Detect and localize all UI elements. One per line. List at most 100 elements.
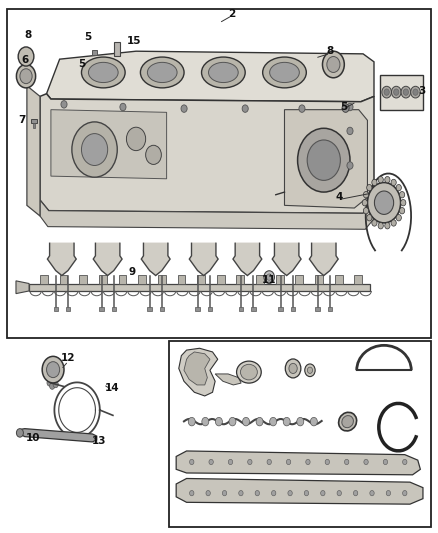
Circle shape bbox=[209, 459, 213, 465]
Circle shape bbox=[327, 56, 340, 72]
Polygon shape bbox=[16, 281, 29, 294]
Text: 3: 3 bbox=[418, 86, 426, 96]
Circle shape bbox=[305, 364, 315, 377]
Circle shape bbox=[267, 274, 272, 280]
Circle shape bbox=[18, 47, 34, 66]
Bar bbox=[119, 275, 127, 284]
Polygon shape bbox=[184, 352, 210, 385]
Circle shape bbox=[256, 417, 263, 426]
Circle shape bbox=[286, 459, 291, 465]
Circle shape bbox=[146, 146, 161, 165]
Circle shape bbox=[362, 199, 367, 206]
Polygon shape bbox=[47, 243, 76, 276]
Circle shape bbox=[372, 179, 377, 185]
Bar bbox=[328, 308, 332, 311]
Circle shape bbox=[120, 103, 126, 111]
Circle shape bbox=[306, 459, 310, 465]
Circle shape bbox=[347, 103, 353, 111]
Bar bbox=[138, 275, 146, 284]
Circle shape bbox=[342, 104, 349, 112]
Bar bbox=[354, 275, 362, 284]
Bar bbox=[195, 308, 200, 311]
Circle shape bbox=[367, 184, 372, 191]
Circle shape bbox=[72, 122, 117, 177]
Polygon shape bbox=[40, 94, 374, 213]
Circle shape bbox=[16, 429, 23, 437]
Circle shape bbox=[403, 89, 409, 95]
Polygon shape bbox=[141, 243, 170, 276]
Circle shape bbox=[188, 417, 195, 426]
Circle shape bbox=[307, 367, 313, 374]
Bar bbox=[169, 341, 431, 527]
Circle shape bbox=[396, 215, 401, 221]
Bar bbox=[380, 75, 424, 110]
Ellipse shape bbox=[342, 416, 353, 427]
Circle shape bbox=[61, 101, 67, 108]
Text: 2: 2 bbox=[229, 9, 236, 19]
Bar bbox=[60, 275, 67, 284]
Circle shape bbox=[190, 459, 194, 465]
Bar bbox=[114, 42, 120, 56]
Circle shape bbox=[127, 127, 146, 151]
Circle shape bbox=[391, 220, 396, 226]
Polygon shape bbox=[51, 110, 166, 179]
Circle shape bbox=[46, 362, 60, 377]
Bar bbox=[217, 275, 225, 284]
Bar bbox=[251, 308, 256, 311]
Circle shape bbox=[411, 86, 420, 98]
Polygon shape bbox=[272, 243, 301, 276]
Bar bbox=[279, 308, 283, 311]
Circle shape bbox=[20, 69, 32, 84]
Text: 15: 15 bbox=[127, 36, 141, 46]
Ellipse shape bbox=[263, 57, 306, 88]
Bar bbox=[92, 50, 97, 55]
Circle shape bbox=[267, 459, 272, 465]
Circle shape bbox=[283, 417, 290, 426]
Circle shape bbox=[42, 357, 64, 383]
Circle shape bbox=[81, 134, 108, 165]
Circle shape bbox=[322, 51, 344, 78]
Circle shape bbox=[229, 417, 236, 426]
Circle shape bbox=[264, 271, 275, 284]
Circle shape bbox=[378, 223, 383, 229]
Circle shape bbox=[345, 459, 349, 465]
Text: 4: 4 bbox=[336, 192, 343, 203]
Polygon shape bbox=[46, 51, 374, 102]
Bar bbox=[290, 308, 295, 311]
Circle shape bbox=[307, 140, 340, 180]
Circle shape bbox=[347, 162, 353, 169]
Bar bbox=[99, 275, 107, 284]
Text: 14: 14 bbox=[105, 383, 119, 393]
Circle shape bbox=[401, 86, 411, 98]
Circle shape bbox=[288, 490, 292, 496]
Bar bbox=[79, 275, 87, 284]
Text: 6: 6 bbox=[21, 55, 28, 65]
Text: 9: 9 bbox=[128, 267, 135, 277]
Circle shape bbox=[16, 64, 35, 88]
Bar bbox=[31, 119, 37, 123]
Polygon shape bbox=[19, 429, 97, 442]
Circle shape bbox=[181, 105, 187, 112]
Polygon shape bbox=[40, 200, 374, 229]
Circle shape bbox=[364, 459, 368, 465]
Circle shape bbox=[242, 105, 248, 112]
Circle shape bbox=[382, 86, 392, 98]
Circle shape bbox=[311, 417, 318, 426]
Polygon shape bbox=[233, 243, 262, 276]
Circle shape bbox=[223, 490, 227, 496]
Bar bbox=[276, 275, 284, 284]
Bar bbox=[237, 275, 244, 284]
Bar bbox=[148, 308, 152, 311]
Circle shape bbox=[49, 383, 55, 389]
Circle shape bbox=[239, 490, 243, 496]
Ellipse shape bbox=[270, 62, 299, 83]
Circle shape bbox=[228, 459, 233, 465]
Text: 5: 5 bbox=[340, 102, 347, 112]
Circle shape bbox=[206, 490, 210, 496]
Text: 8: 8 bbox=[25, 30, 32, 41]
Polygon shape bbox=[176, 479, 423, 504]
Circle shape bbox=[53, 381, 58, 387]
Ellipse shape bbox=[88, 62, 118, 83]
Bar bbox=[99, 308, 104, 311]
Circle shape bbox=[399, 207, 405, 214]
